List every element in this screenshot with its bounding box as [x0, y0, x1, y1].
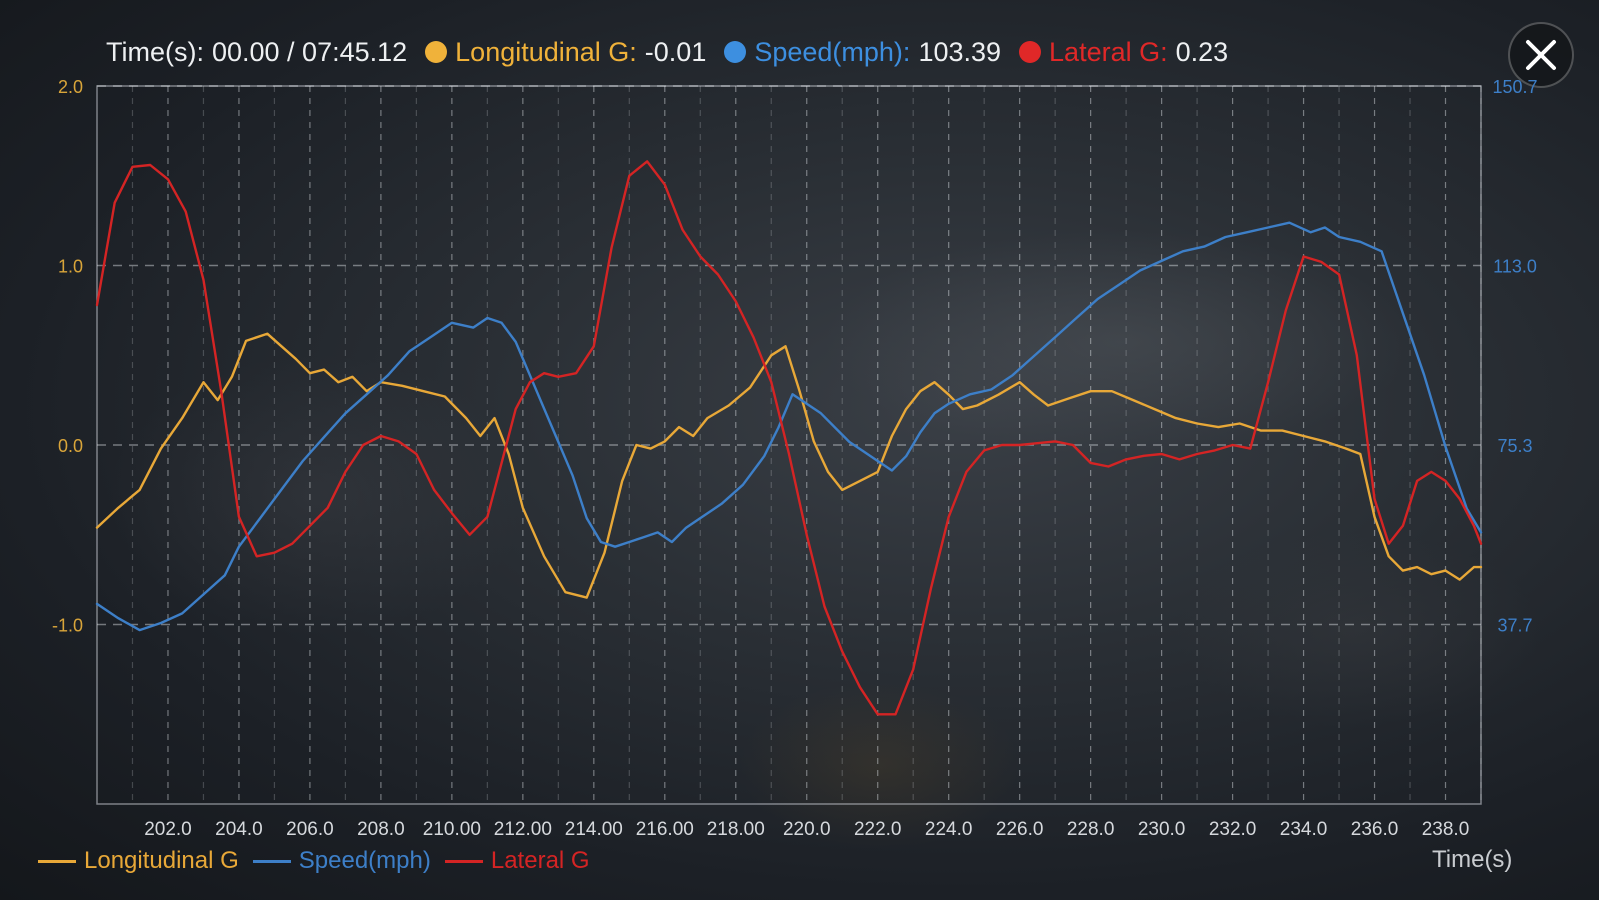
right-axis-tick-label: 37.7: [1497, 615, 1532, 635]
x-axis-tick-label: 230.0: [1138, 819, 1186, 840]
series-line-lateral-g: [95, 160, 1483, 716]
x-axis-tick-label: 238.0: [1422, 819, 1470, 840]
left-axis-tick-label: 1.0: [58, 257, 83, 277]
lateral-g-label: Lateral G:: [1049, 36, 1168, 67]
x-axis-tick-label: 222.0: [854, 819, 902, 840]
lateral-g-value: 0.23: [1175, 36, 1229, 67]
x-axis-tick-label: 228.0: [1067, 819, 1115, 840]
legend-item-speed: Speed(mph): [252, 847, 431, 875]
x-axis-tick-label: 212.00: [494, 819, 552, 840]
series-line-longitudinal-g: [95, 332, 1483, 599]
x-axis-tick-label: 232.0: [1209, 819, 1257, 840]
speed-dot: [724, 41, 747, 63]
right-axis-tick-label: 150.7: [1492, 77, 1537, 97]
x-axis-tick-label: 220.0: [783, 819, 831, 840]
legend-swatch-lateral-g: [444, 859, 483, 863]
longitudinal-g-value: -0.01: [644, 36, 707, 67]
x-axis-tick-label: 208.0: [357, 819, 405, 840]
left-axis-tick-label: -1.0: [52, 616, 83, 636]
time-value: 00.00 / 07:45.12: [211, 36, 408, 67]
x-axis-tick-label: 216.00: [636, 819, 694, 840]
x-axis-tick-label: 210.00: [423, 819, 481, 840]
x-axis-tick-label: 204.0: [215, 819, 263, 840]
time-label: Time(s):: [106, 36, 204, 67]
x-axis-tick-label: 214.00: [565, 819, 623, 840]
x-axis-tick-label: 218.00: [707, 819, 765, 840]
speed-value: 103.39: [918, 36, 1002, 67]
time-readout: Time(s): 00.00 / 07:45.12: [106, 37, 407, 68]
speed-readout: Speed(mph): 103.39: [724, 37, 1001, 68]
longitudinal-g-label: Longitudinal G:: [455, 36, 637, 67]
left-axis-tick-label: 2.0: [58, 77, 83, 97]
x-axis-tick-label: 234.0: [1280, 819, 1328, 840]
legend-label-longitudinal-g: Longitudinal G: [84, 847, 239, 874]
legend-item-lateral-g: Lateral G: [444, 847, 590, 875]
legend-swatch-longitudinal-g: [38, 859, 76, 863]
x-axis-tick-label: 226.0: [996, 819, 1044, 840]
longitudinal-g-dot: [425, 41, 448, 63]
x-axis-tick-label: 224.0: [925, 819, 973, 840]
lateral-g-readout: Lateral G: 0.23: [1019, 37, 1228, 68]
series-line-speed-mph: [95, 221, 1483, 632]
chart-legend: Longitudinal G Speed(mph) Lateral G: [38, 844, 590, 878]
x-axis-tick-label: 202.0: [144, 819, 192, 840]
speed-label: Speed(mph):: [754, 36, 911, 67]
legend-swatch-speed: [252, 859, 291, 863]
legend-label-speed: Speed(mph): [298, 847, 431, 874]
right-axis-tick-label: 75.3: [1497, 436, 1532, 456]
x-axis-tick-label: 236.0: [1351, 819, 1399, 840]
x-axis-unit-label: Time(s): [1432, 846, 1513, 873]
left-axis-tick-label: 0.0: [58, 436, 83, 456]
close-icon: [1526, 40, 1556, 70]
legend-label-lateral-g: Lateral G: [490, 847, 590, 874]
x-axis-tick-label: 206.0: [286, 819, 334, 840]
legend-item-longitudinal-g: Longitudinal G: [38, 847, 239, 875]
longitudinal-g-readout: Longitudinal G: -0.01: [425, 37, 706, 68]
plot-frame: [96, 85, 1482, 805]
right-axis-tick-label: 113.0: [1493, 257, 1537, 277]
telemetry-readout-bar: Time(s): 00.00 / 07:45.12 Longitudinal G…: [106, 32, 1228, 72]
lateral-g-dot: [1019, 41, 1042, 63]
close-button[interactable]: [1508, 22, 1574, 88]
